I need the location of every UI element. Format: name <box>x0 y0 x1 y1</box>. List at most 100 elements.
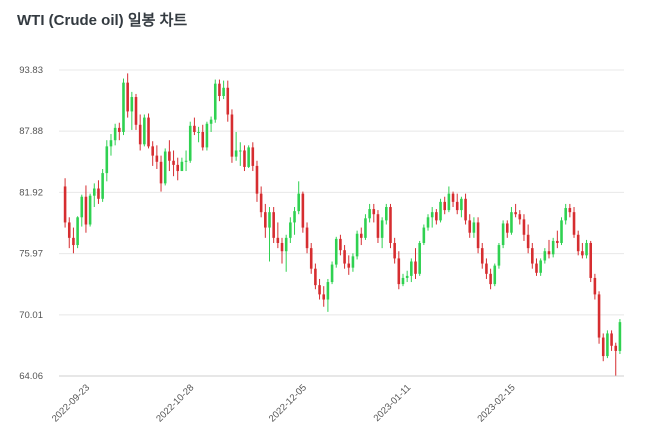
candle-body <box>510 212 513 233</box>
candle <box>226 80 230 122</box>
candle <box>326 278 330 312</box>
candle-body <box>326 282 330 300</box>
candle-body <box>447 193 451 211</box>
candle <box>168 140 171 172</box>
candle <box>318 278 321 300</box>
candle <box>80 194 84 227</box>
candle <box>426 214 430 231</box>
candle-body <box>497 245 501 266</box>
candle-body <box>118 127 121 132</box>
candle-body <box>560 220 563 243</box>
candle <box>264 203 267 238</box>
candle <box>138 114 142 151</box>
candle <box>393 237 396 264</box>
candle <box>585 239 588 259</box>
candle-body <box>122 82 125 132</box>
candle <box>451 191 455 208</box>
candle-body <box>364 218 367 238</box>
candle-body <box>606 333 609 357</box>
candle-body <box>226 87 230 115</box>
candle-body <box>88 195 92 225</box>
candle <box>397 251 401 290</box>
candle-body <box>159 161 163 184</box>
y-tick-label: 70.01 <box>19 310 43 321</box>
candle-body <box>218 83 221 97</box>
y-tick-label: 64.06 <box>19 371 43 382</box>
candle-body <box>618 322 622 351</box>
candle-body <box>551 240 555 255</box>
candle-body <box>430 212 434 218</box>
candle-body <box>585 242 588 256</box>
grid-lines <box>59 69 624 377</box>
candle-body <box>293 211 296 223</box>
candle-body <box>80 196 84 218</box>
candle-body <box>92 188 96 196</box>
candle-body <box>113 127 117 141</box>
candle <box>197 126 200 143</box>
candle-body <box>493 265 497 285</box>
candle <box>364 214 367 240</box>
candle-body <box>184 160 188 162</box>
candle <box>347 255 351 275</box>
candle-body <box>414 261 417 274</box>
candle-body <box>422 227 426 243</box>
candle-body <box>259 193 263 213</box>
candle <box>455 193 459 215</box>
candle <box>305 222 309 254</box>
candle-body <box>213 83 217 120</box>
candle-body <box>397 258 401 285</box>
candle-body <box>531 248 534 264</box>
candle-body <box>243 150 246 167</box>
candle-body <box>151 146 154 156</box>
y-axis: 93.83 87.88 81.92 75.97 70.01 64.06 <box>19 65 43 382</box>
candle <box>193 117 196 136</box>
candle-body <box>334 238 338 265</box>
candle <box>268 207 271 262</box>
candle <box>88 193 92 227</box>
candle-body <box>138 124 142 145</box>
candle-body <box>359 233 363 238</box>
candle-body <box>522 219 526 235</box>
candle <box>301 191 305 233</box>
candle <box>184 150 188 172</box>
candle <box>209 116 213 132</box>
candle-body <box>343 250 346 264</box>
candle-body <box>301 193 305 228</box>
candle <box>143 114 146 147</box>
candle-body <box>572 212 576 235</box>
candle-body <box>451 193 455 202</box>
candle-body <box>376 214 380 238</box>
candle <box>293 207 296 235</box>
candle <box>468 214 472 238</box>
candle <box>151 141 154 166</box>
candle <box>355 230 359 260</box>
candle <box>581 242 584 259</box>
candle <box>218 79 221 102</box>
candle-body <box>305 227 309 249</box>
candle <box>480 242 484 269</box>
candle <box>476 217 480 254</box>
candle-body <box>168 151 171 161</box>
candle <box>443 196 446 215</box>
candle <box>372 203 376 223</box>
candle-body <box>84 196 88 225</box>
candle-body <box>322 294 326 300</box>
candle-body <box>197 131 200 133</box>
candle <box>314 263 317 290</box>
candle <box>439 198 442 223</box>
candle <box>284 234 288 272</box>
candle-body <box>547 251 551 255</box>
candle <box>489 268 492 290</box>
candle-body <box>614 345 618 351</box>
candle <box>322 286 326 307</box>
candle <box>531 242 534 269</box>
candle-body <box>330 264 334 283</box>
candle <box>601 333 605 362</box>
candle <box>614 342 618 376</box>
candle <box>63 178 67 228</box>
candle-body <box>476 222 480 249</box>
candle-body <box>339 238 342 251</box>
candle <box>339 234 342 256</box>
candle-body <box>155 155 159 162</box>
candle-body <box>518 214 522 220</box>
